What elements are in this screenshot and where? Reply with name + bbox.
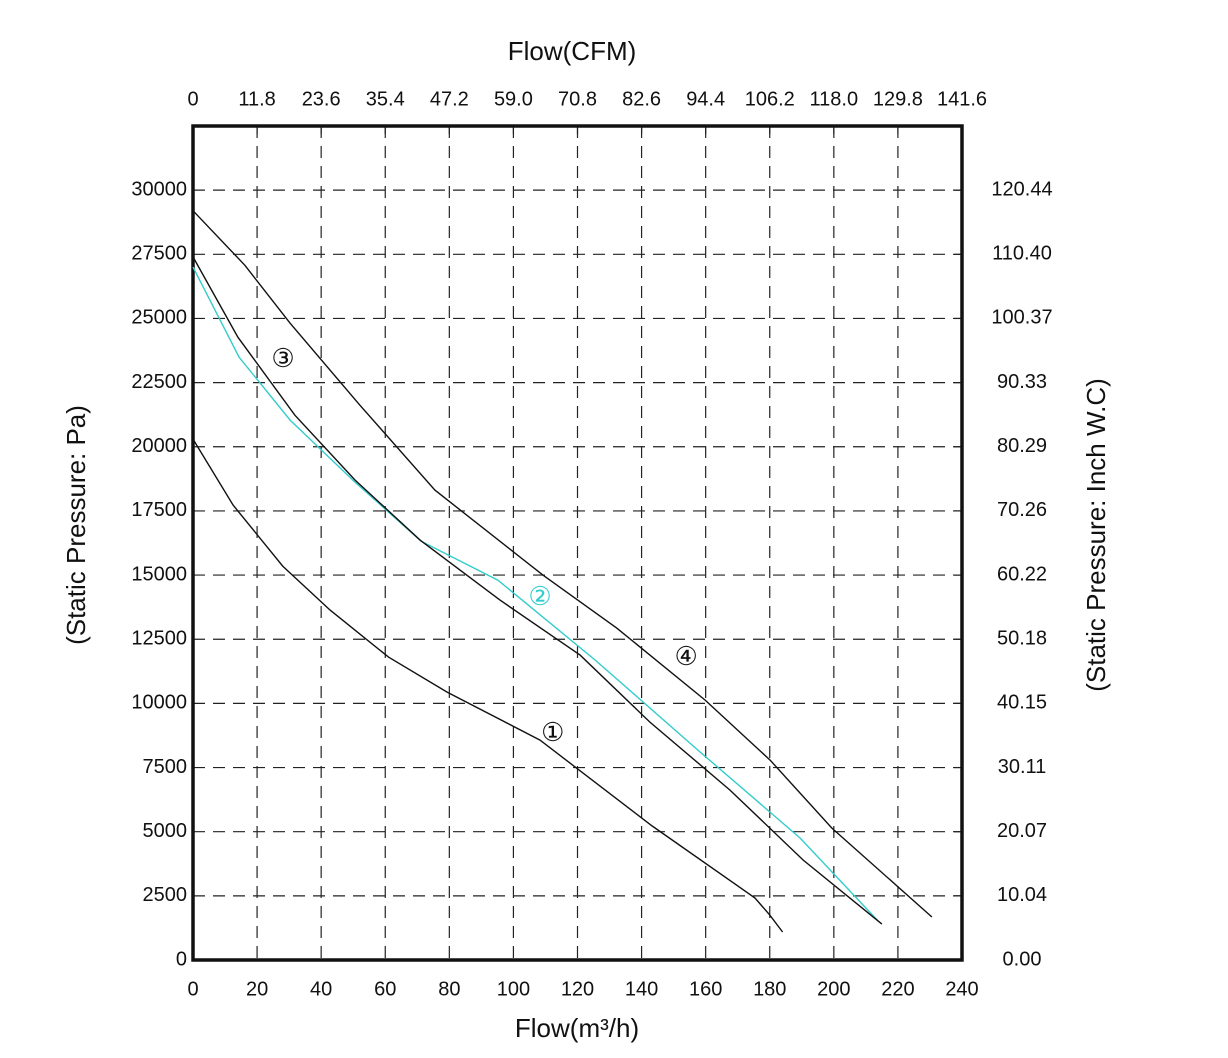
y2-tick-label: 110.40 <box>992 243 1052 265</box>
x-tick-label: 180 <box>753 978 786 1000</box>
x-tick-label: 100 <box>497 978 530 1000</box>
y-tick-label: 12500 <box>131 628 187 650</box>
x2-tick-label: 35.4 <box>366 88 405 110</box>
curve-label: ② <box>528 581 551 611</box>
curve <box>192 256 883 925</box>
x-tick-label: 240 <box>945 978 978 1000</box>
y2-title: (Static Pressure: Inch W.C) <box>1081 378 1111 692</box>
y-title: (Static Pressure: Pa) <box>61 405 91 645</box>
y-tick-label: 27500 <box>131 243 187 265</box>
x2-tick-label: 129.8 <box>873 88 923 110</box>
x2-tick-label: 11.8 <box>238 88 275 110</box>
y-tick-label: 17500 <box>131 499 187 521</box>
curve <box>192 438 784 933</box>
y-tick-label: 25000 <box>131 307 187 329</box>
y2-tick-label: 60.22 <box>997 563 1047 585</box>
x-tick-label: 200 <box>817 978 850 1000</box>
x-tick-label: 120 <box>561 978 594 1000</box>
y2-tick-label: 80.29 <box>997 435 1047 457</box>
x-tick-label: 80 <box>438 978 460 1000</box>
x-tick-label: 220 <box>881 978 914 1000</box>
x2-tick-label: 47.2 <box>430 88 469 110</box>
x2-tick-label: 94.4 <box>686 88 725 110</box>
y2-tick-label: 100.37 <box>991 307 1052 329</box>
x2-tick-label: 70.8 <box>558 88 597 110</box>
plot-frame <box>191 124 964 962</box>
curve-label: ① <box>541 717 564 747</box>
y-tick-label: 0 <box>176 948 187 970</box>
x2-title: Flow(CFM) <box>508 36 637 66</box>
x-title: Flow(m³/h) <box>515 1013 639 1043</box>
x-tick-label: 40 <box>310 978 332 1000</box>
y-tick-label: 15000 <box>131 563 187 585</box>
y-tick-label: 30000 <box>131 178 187 200</box>
y2-tick-label: 50.18 <box>997 628 1047 650</box>
curve <box>192 266 879 922</box>
y-tick-label: 22500 <box>131 371 187 393</box>
y2-tick-label: 10.04 <box>997 884 1047 906</box>
x2-tick-label: 82.6 <box>622 88 661 110</box>
x2-tick-label: 0 <box>187 88 198 110</box>
curve-label: ④ <box>674 641 697 671</box>
y2-tick-label: 120.44 <box>991 178 1052 200</box>
x-tick-label: 20 <box>246 978 268 1000</box>
y-tick-label: 5000 <box>143 820 188 842</box>
x2-tick-label: 106.2 <box>745 88 795 110</box>
y2-tick-label: 70.26 <box>997 499 1047 521</box>
y2-tick-label: 90.33 <box>997 371 1047 393</box>
x-tick-label: 0 <box>187 978 198 1000</box>
x2-tick-label: 118.0 <box>810 88 859 110</box>
x-tick-label: 160 <box>689 978 722 1000</box>
y-tick-label: 7500 <box>143 756 188 778</box>
x2-tick-label: 23.6 <box>302 88 341 110</box>
y2-tick-label: 0.00 <box>1003 948 1042 970</box>
y2-tick-label: 20.07 <box>997 820 1047 842</box>
x-tick-label: 140 <box>625 978 658 1000</box>
x2-tick-label: 141.6 <box>937 88 987 110</box>
curve <box>192 210 933 918</box>
y-tick-label: 20000 <box>131 435 187 457</box>
y-tick-label: 2500 <box>143 884 188 906</box>
curve-label: ③ <box>271 343 294 373</box>
y2-tick-label: 30.11 <box>998 756 1047 778</box>
y-tick-label: 10000 <box>131 692 187 714</box>
x-tick-label: 60 <box>374 978 396 1000</box>
x2-tick-label: 59.0 <box>494 88 533 110</box>
y2-tick-label: 40.15 <box>997 692 1047 714</box>
